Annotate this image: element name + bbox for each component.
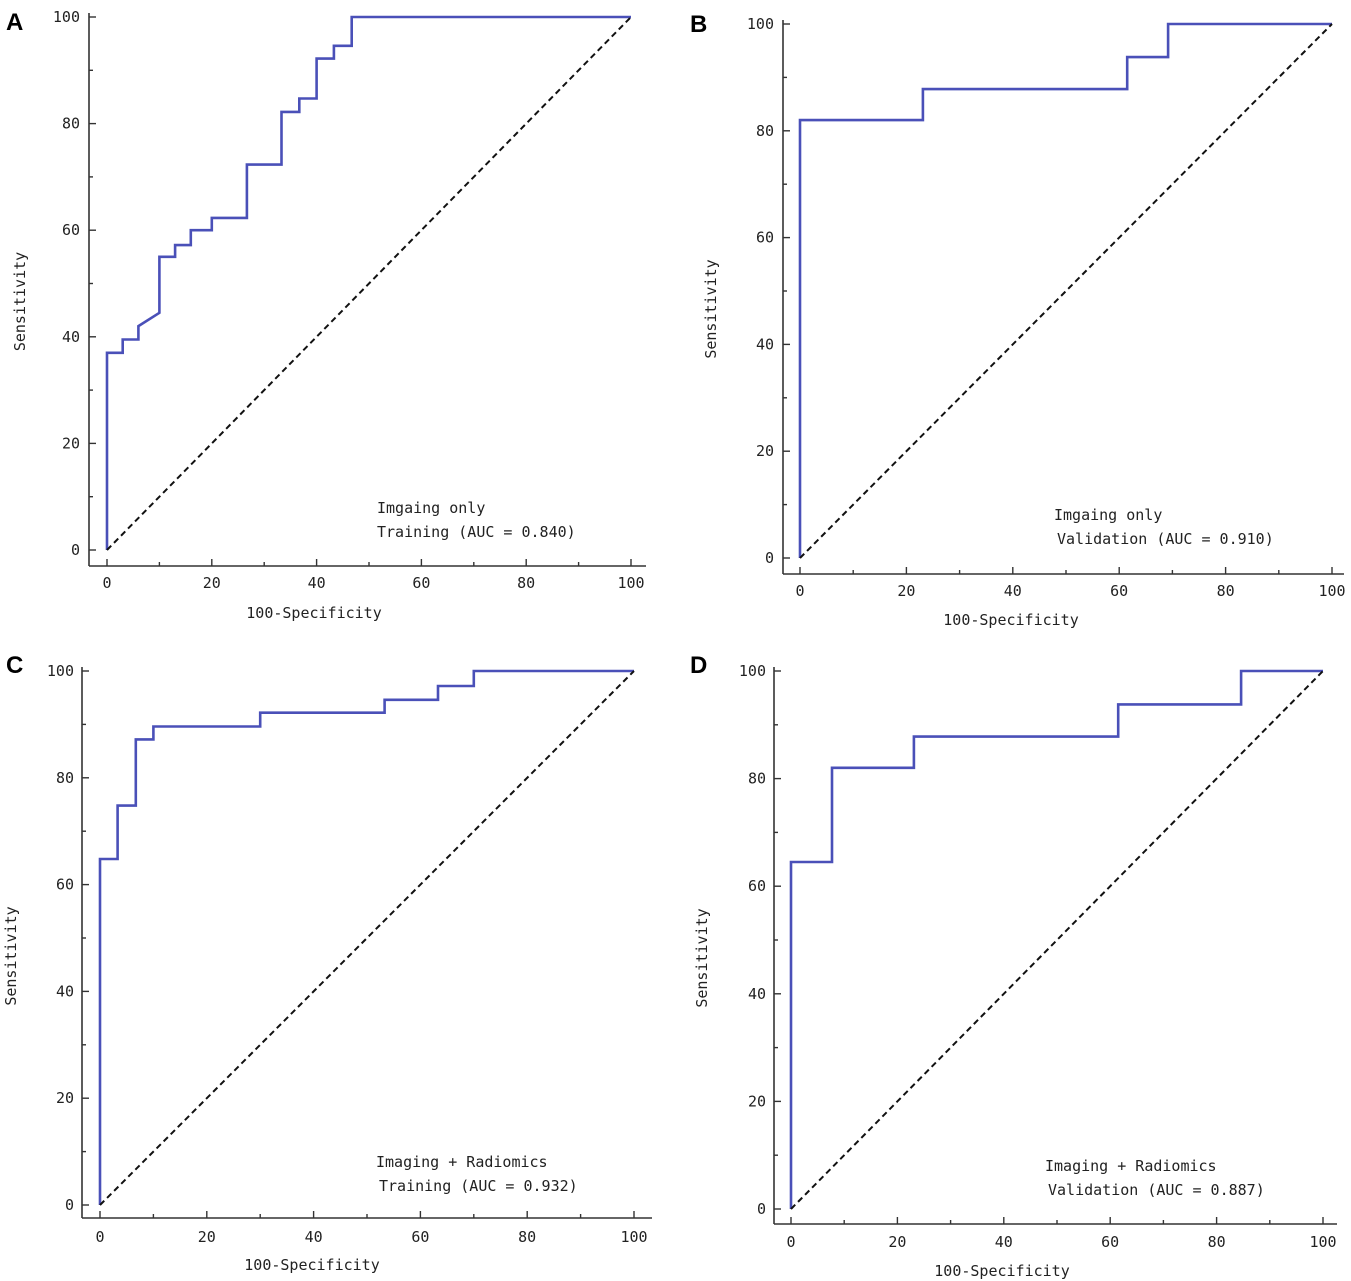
y-tick-label: 100 [47, 662, 74, 680]
x-tick-label: 100 [1318, 582, 1345, 600]
roc-curve-line [789, 669, 1323, 1209]
x-tick-label: 80 [1208, 1233, 1226, 1251]
x-tick-label: 100 [617, 574, 644, 592]
y-axis-title: Sensitivity [702, 259, 720, 358]
x-tick-label: 0 [795, 582, 804, 600]
x-tick-label: 80 [518, 1228, 536, 1246]
y-tick-label: 40 [56, 982, 74, 1000]
roc-panel-a: A 0 20 40 60 80 100 0 20 40 60 80 100 100-Specificity… [6, 8, 646, 622]
reference-diagonal-line [799, 23, 1333, 559]
x-tick-label: 60 [1101, 1233, 1119, 1251]
y-axis-title: Sensitivity [2, 906, 20, 1005]
y-tick-label: 20 [56, 1089, 74, 1107]
x-tick-label: 20 [897, 582, 915, 600]
y-tick-label: 100 [747, 15, 774, 33]
x-axis-title: 100-Specificity [934, 1262, 1069, 1280]
legend-auc-label: Training (AUC = 0.840) [377, 523, 576, 541]
y-tick-label: 60 [756, 229, 774, 247]
y-tick-label: 60 [62, 221, 80, 239]
legend-auc-label: Validation (AUC = 0.910) [1057, 530, 1274, 548]
roc-panel-c: C 0 20 40 60 80 100 0 20 40 60 80 100 100-Specificity… [2, 652, 652, 1274]
x-tick-label: 80 [1217, 582, 1235, 600]
y-axis-title: Sensitivity [693, 908, 711, 1007]
y-tick-label: 20 [748, 1092, 766, 1110]
y-tick-label: 0 [757, 1200, 766, 1218]
panel-letter: D [690, 652, 707, 679]
x-axis-title: 100-Specificity [246, 604, 381, 622]
y-tick-label: 20 [62, 434, 80, 452]
x-tick-label: 60 [411, 1228, 429, 1246]
x-axis-title: 100-Specificity [244, 1256, 379, 1274]
reference-diagonal-line [99, 670, 635, 1206]
legend-model-label: Imaging + Radiomics [1045, 1157, 1217, 1175]
x-tick-label: 20 [888, 1233, 906, 1251]
x-tick-label: 40 [305, 1228, 323, 1246]
y-tick-label: 0 [65, 1196, 74, 1214]
panel-letter: B [690, 11, 707, 38]
x-tick-label: 100 [620, 1228, 647, 1246]
x-tick-label: 0 [786, 1233, 795, 1251]
reference-diagonal-line [790, 670, 1324, 1210]
roc-curve-line [98, 669, 634, 1205]
y-tick-label: 40 [748, 985, 766, 1003]
reference-diagonal-line [106, 16, 632, 551]
roc-curve-line [105, 15, 631, 550]
panel-letter: A [6, 9, 23, 36]
x-axis-title: 100-Specificity [943, 611, 1078, 629]
legend-auc-label: Validation (AUC = 0.887) [1048, 1181, 1265, 1199]
y-tick-label: 20 [756, 442, 774, 460]
x-tick-label: 60 [1110, 582, 1128, 600]
x-tick-label: 0 [95, 1228, 104, 1246]
y-tick-label: 40 [756, 335, 774, 353]
roc-panel-d: D 0 20 40 60 80 100 0 20 40 60 80 100 100-Specificity… [690, 652, 1337, 1280]
roc-panel-b: B 0 20 40 60 80 100 0 20 40 60 80 100 100-Specificity… [690, 11, 1346, 629]
y-tick-label: 60 [56, 876, 74, 894]
x-tick-label: 0 [102, 574, 111, 592]
y-tick-label: 80 [748, 770, 766, 788]
x-tick-label: 80 [517, 574, 535, 592]
x-tick-label: 100 [1309, 1233, 1336, 1251]
y-axis-title: Sensitivity [11, 252, 29, 351]
x-tick-label: 40 [995, 1233, 1013, 1251]
roc-curve-line [798, 22, 1332, 558]
y-tick-label: 80 [56, 769, 74, 787]
y-tick-label: 100 [739, 662, 766, 680]
y-tick-label: 80 [62, 115, 80, 133]
y-tick-label: 0 [71, 541, 80, 559]
x-tick-label: 20 [198, 1228, 216, 1246]
x-tick-label: 20 [203, 574, 221, 592]
y-tick-label: 60 [748, 877, 766, 895]
legend-model-label: Imaging + Radiomics [376, 1153, 548, 1171]
y-tick-label: 0 [765, 549, 774, 567]
legend-auc-label: Training (AUC = 0.932) [379, 1177, 578, 1195]
y-tick-label: 80 [756, 122, 774, 140]
x-tick-label: 40 [308, 574, 326, 592]
panel-letter: C [6, 652, 23, 679]
legend-model-label: Imgaing only [1054, 506, 1162, 524]
x-tick-label: 60 [412, 574, 430, 592]
legend-model-label: Imgaing only [377, 499, 485, 517]
y-tick-label: 100 [53, 8, 80, 26]
y-tick-label: 40 [62, 328, 80, 346]
x-tick-label: 40 [1004, 582, 1022, 600]
